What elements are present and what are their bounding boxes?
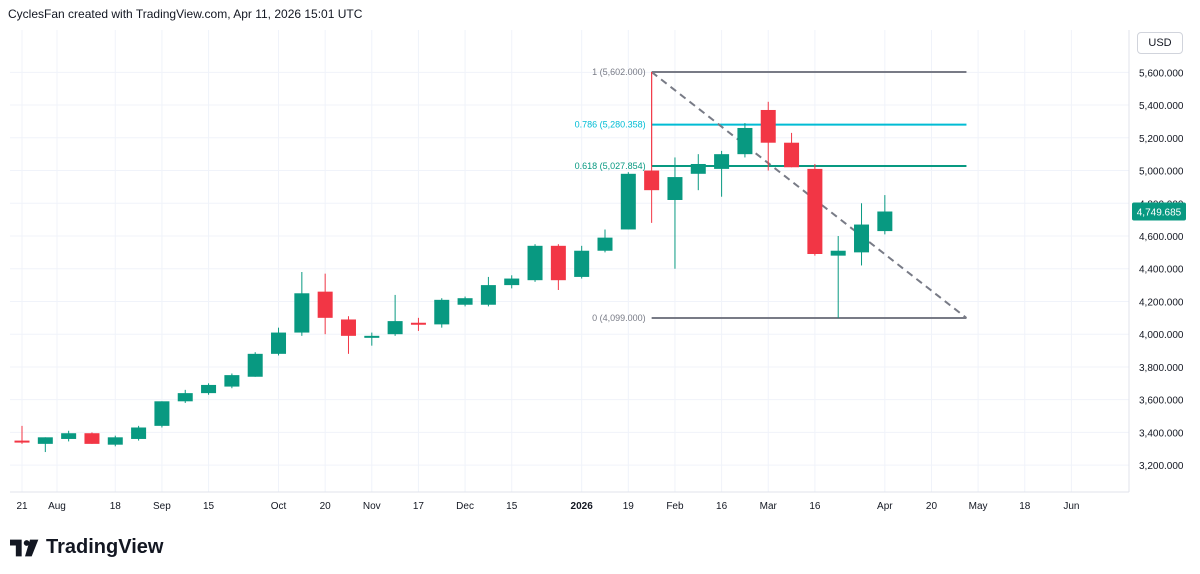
candle-body[interactable] bbox=[340, 319, 356, 336]
candle-body[interactable] bbox=[830, 250, 846, 256]
x-tick-label: 17 bbox=[413, 501, 425, 512]
candle-body[interactable] bbox=[480, 285, 496, 305]
x-tick-label: 15 bbox=[203, 501, 215, 512]
candle-body[interactable] bbox=[644, 170, 660, 191]
x-tick-label: May bbox=[969, 501, 988, 512]
x-tick-label: Oct bbox=[271, 501, 287, 512]
candle-body[interactable] bbox=[620, 173, 636, 230]
x-tick-label: 20 bbox=[320, 501, 332, 512]
candle-body[interactable] bbox=[550, 245, 566, 281]
x-tick-label: Mar bbox=[760, 501, 778, 512]
y-tick-label: 5,000.000 bbox=[1139, 167, 1184, 178]
candle-body[interactable] bbox=[154, 401, 170, 426]
brand-name: TradingView bbox=[46, 536, 164, 558]
candle-body[interactable] bbox=[877, 211, 893, 232]
candle-body[interactable] bbox=[224, 375, 240, 387]
candle-body[interactable] bbox=[107, 437, 123, 445]
tradingview-logo-icon bbox=[10, 539, 39, 556]
x-tick-label: Nov bbox=[363, 501, 381, 512]
candle-body[interactable] bbox=[527, 245, 543, 281]
x-tick-label: 16 bbox=[809, 501, 821, 512]
y-tick-label: 3,800.000 bbox=[1139, 363, 1184, 374]
x-tick-label: Feb bbox=[666, 501, 684, 512]
x-tick-label: Sep bbox=[153, 501, 171, 512]
candle-body[interactable] bbox=[807, 168, 823, 255]
candle-body[interactable] bbox=[690, 163, 706, 174]
x-tick-label: 18 bbox=[1019, 501, 1031, 512]
x-tick-label: Jun bbox=[1063, 501, 1079, 512]
y-tick-label: 4,200.000 bbox=[1139, 297, 1184, 308]
price-axis: 3,200.000 3,400.000 3,600.000 3,800.000 4,00… bbox=[1139, 68, 1184, 472]
fib-level-label: 0.786 (5,280.358) bbox=[575, 120, 646, 130]
x-tick-label: Aug bbox=[48, 501, 66, 512]
candle-body[interactable] bbox=[37, 437, 53, 444]
time-axis: 21 Aug 18 Sep 15 Oct 20 Nov 17 Dec 15 2026 19 Feb 16 Ma… bbox=[16, 501, 1079, 512]
candle-body[interactable] bbox=[131, 427, 147, 439]
y-tick-label: 3,600.000 bbox=[1139, 396, 1184, 407]
candle-body[interactable] bbox=[317, 291, 333, 318]
y-tick-label: 5,400.000 bbox=[1139, 101, 1184, 112]
y-tick-label: 5,600.000 bbox=[1139, 68, 1184, 79]
candle-body[interactable] bbox=[574, 250, 590, 277]
chart-grid bbox=[10, 30, 1129, 492]
candle-body[interactable] bbox=[854, 224, 870, 253]
trend-line[interactable] bbox=[651, 71, 968, 319]
candle-body[interactable] bbox=[61, 433, 77, 439]
candlestick-series bbox=[14, 72, 893, 453]
currency-button[interactable]: USD bbox=[1137, 32, 1183, 54]
chart-attribution: CyclesFan created with TradingView.com, … bbox=[8, 7, 363, 21]
y-tick-label: 5,200.000 bbox=[1139, 134, 1184, 145]
candle-body[interactable] bbox=[714, 154, 730, 169]
candle-body[interactable] bbox=[434, 299, 450, 325]
last-price-label: 4,749.685 bbox=[1137, 208, 1182, 219]
y-tick-label: 3,400.000 bbox=[1139, 428, 1184, 439]
candle-body[interactable] bbox=[760, 109, 776, 143]
candle-body[interactable] bbox=[737, 127, 753, 155]
candle-body[interactable] bbox=[84, 433, 100, 444]
candle-body[interactable] bbox=[457, 298, 473, 305]
candle-body[interactable] bbox=[410, 322, 426, 325]
x-tick-label: 19 bbox=[623, 501, 635, 512]
x-tick-label: 2026 bbox=[571, 501, 594, 512]
candle-body[interactable] bbox=[201, 384, 217, 394]
candle-body[interactable] bbox=[247, 353, 263, 377]
candle-body[interactable] bbox=[271, 332, 287, 354]
y-tick-label: 4,000.000 bbox=[1139, 330, 1184, 341]
last-price-badge-bg bbox=[1132, 202, 1186, 221]
fib-level-label: 1 (5,602.000) bbox=[592, 67, 646, 77]
candle-body[interactable] bbox=[177, 393, 193, 402]
x-tick-label: 16 bbox=[716, 501, 728, 512]
candle-body[interactable] bbox=[14, 440, 30, 443]
x-tick-label: Apr bbox=[877, 501, 893, 512]
x-tick-label: 15 bbox=[506, 501, 518, 512]
candle-body[interactable] bbox=[387, 321, 403, 335]
y-tick-label: 4,600.000 bbox=[1139, 232, 1184, 243]
y-tick-label: 4,400.000 bbox=[1139, 265, 1184, 276]
fib-level-label: 0.618 (5,027.854) bbox=[575, 161, 646, 171]
fib-level-label: 0 (4,099.000) bbox=[592, 313, 646, 323]
y-tick-label: 3,200.000 bbox=[1139, 461, 1184, 472]
candle-body[interactable] bbox=[667, 177, 683, 200]
candle-body[interactable] bbox=[294, 293, 310, 333]
x-tick-label: 21 bbox=[16, 501, 28, 512]
x-tick-label: 18 bbox=[110, 501, 122, 512]
candle-body[interactable] bbox=[597, 237, 613, 251]
last-price-badge: 4,749.685 bbox=[1132, 202, 1186, 221]
x-tick-label: 20 bbox=[926, 501, 938, 512]
x-tick-label: Dec bbox=[456, 501, 474, 512]
tradingview-logo: TradingView bbox=[10, 536, 163, 559]
candle-body[interactable] bbox=[504, 278, 520, 286]
candle-body[interactable] bbox=[364, 335, 380, 338]
candle-body[interactable] bbox=[784, 142, 800, 168]
